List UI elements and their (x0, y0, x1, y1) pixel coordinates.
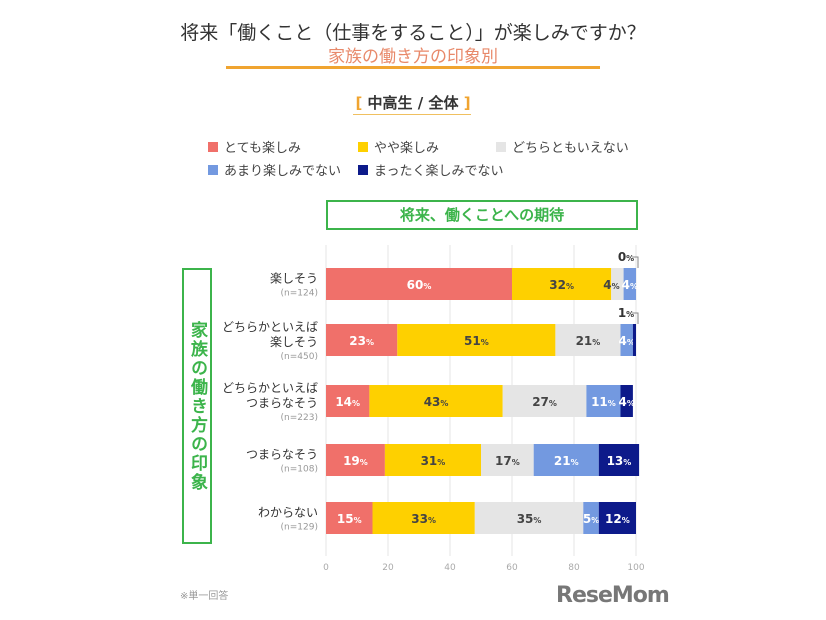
legend-item: どちらともいえない (496, 137, 629, 156)
data-label: 4% (619, 395, 635, 409)
bar-segment (555, 324, 621, 356)
data-label: 17% (495, 454, 520, 468)
category-label: 楽しそう (270, 272, 318, 286)
bar-segment (326, 324, 398, 356)
bracket-close: ] (463, 94, 471, 112)
legend-item: あまり楽しみでない (208, 160, 341, 179)
legend-label: やや楽しみ (374, 141, 440, 156)
segment-text: 中高生 / 全体 (367, 94, 459, 112)
title-divider (226, 66, 600, 69)
category-label: どちらかといえば (222, 320, 318, 334)
x-tick-label: 40 (444, 563, 456, 573)
x-tick-label: 0 (323, 563, 329, 573)
data-label: 33% (411, 512, 436, 526)
side-label-box: 家族の働き方の印象 (182, 268, 212, 544)
bar-segment (474, 502, 584, 534)
data-label: 19% (343, 454, 368, 468)
chart-title: 将来「働くこと（仕事をすること）」が楽しみですか？ (180, 22, 646, 44)
bracket-open: [ (355, 94, 363, 112)
legend-label: まったく楽しみでない (374, 164, 504, 179)
category-label: 楽しそう (270, 335, 318, 349)
bar-segment (397, 324, 556, 356)
legend-label: とても楽しみ (224, 141, 301, 156)
data-label: 60% (407, 278, 432, 292)
legend-item: まったく楽しみでない (358, 160, 503, 179)
bar-segment (326, 502, 373, 534)
data-label: 12% (605, 512, 630, 526)
bar-segment (623, 268, 636, 300)
bar-segment (369, 385, 503, 417)
legend-label: どちらともいえない (512, 141, 629, 156)
x-tick-label: 80 (568, 563, 580, 573)
bar-segment (384, 444, 481, 476)
data-label: 32% (549, 278, 574, 292)
data-label: 14% (335, 395, 360, 409)
bar-segment (586, 385, 621, 417)
category-label: つまらなそう (246, 396, 318, 410)
data-label: 13% (607, 454, 632, 468)
bar-segment (512, 268, 612, 300)
data-label: 4% (603, 278, 619, 292)
bar-segment (620, 385, 633, 417)
legend-swatch (496, 141, 506, 152)
callout-line (632, 312, 639, 324)
legend-swatch (358, 164, 368, 175)
legend-swatch (358, 141, 368, 152)
data-label: 21% (576, 334, 601, 348)
data-label: 27% (532, 395, 557, 409)
data-label: 31% (421, 454, 446, 468)
x-tick-label: 60 (506, 563, 518, 573)
bar-segment (326, 385, 370, 417)
legend-swatch (208, 141, 218, 152)
category-label: どちらかといえば (222, 381, 318, 395)
resemom-logo: ReseMom (556, 583, 670, 608)
data-label: 11% (591, 395, 616, 409)
data-label: 23% (349, 334, 374, 348)
data-label: 4% (619, 334, 635, 348)
footnote: ※単一回答 (180, 591, 229, 602)
data-label: 21% (554, 454, 579, 468)
callout-line (632, 256, 639, 268)
bar-segment (481, 444, 534, 476)
category-n: (n=223) (281, 413, 318, 423)
bar-segment (533, 444, 599, 476)
segment-label: [ 中高生 / 全体 ] (0, 92, 826, 113)
data-label: 51% (464, 334, 489, 348)
bar-segment (632, 324, 636, 356)
legend-swatch (208, 164, 218, 175)
data-label: 35% (517, 512, 542, 526)
category-label: わからない (258, 506, 318, 520)
bar-segment (598, 444, 640, 476)
bar-segment (502, 385, 587, 417)
x-tick-label: 20 (382, 563, 394, 573)
legend-item: とても楽しみ (208, 137, 301, 156)
chart-header-box: 将来、働くことへの期待 (326, 200, 638, 230)
category-label: つまらなそう (246, 448, 318, 462)
category-n: (n=129) (281, 523, 318, 533)
bar-segment (372, 502, 475, 534)
bar-segment (598, 502, 636, 534)
bar-segment (583, 502, 599, 534)
bar-segment (326, 444, 385, 476)
data-label: 0% (618, 250, 634, 264)
chart-subtitle: 家族の働き方の印象別 (328, 47, 498, 67)
data-label: 4% (622, 278, 638, 292)
data-label: 43% (424, 395, 449, 409)
category-n: (n=124) (281, 289, 318, 299)
bar-segment (326, 268, 512, 300)
bar-segment (611, 268, 624, 300)
data-label: 15% (337, 512, 362, 526)
category-n: (n=108) (281, 465, 318, 475)
data-label: 5% (583, 512, 599, 526)
legend-label: あまり楽しみでない (224, 164, 342, 179)
data-label: 1% (618, 306, 634, 320)
category-n: (n=450) (281, 352, 318, 362)
x-tick-label: 100 (627, 563, 644, 573)
segment-underline (353, 114, 471, 115)
legend-item: やや楽しみ (358, 137, 439, 156)
bar-segment (620, 324, 633, 356)
